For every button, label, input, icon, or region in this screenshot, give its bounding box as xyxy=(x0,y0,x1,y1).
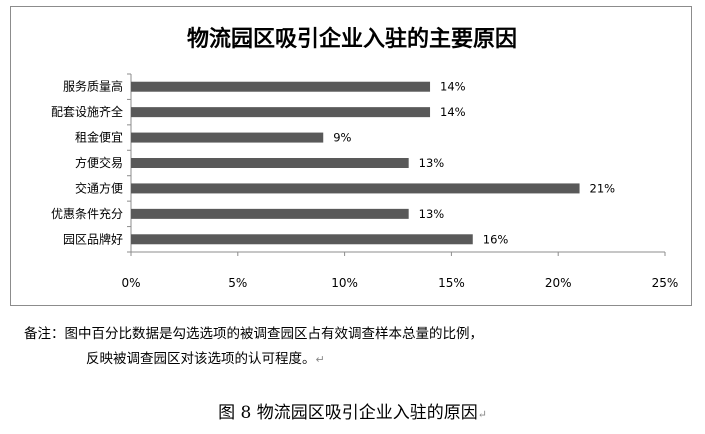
data-label: 13% xyxy=(419,156,445,170)
category-label: 优惠条件充分 xyxy=(51,206,123,221)
bar xyxy=(131,81,431,92)
bar-chart: 物流园区吸引企业入驻的主要原因 服务质量高 14% 配套设施齐全 14% 租金便宜 9% 方… xyxy=(51,26,679,290)
footnote-line-2: 反映被调查园区对该选项的认可程度。 xyxy=(86,351,316,367)
figure-caption-wrap: 图 8 物流园区吸引企业入驻的原因↵ xyxy=(0,398,705,423)
footnote-line-1: 备注：图中百分比数据是勾选选项的被调查园区占有效调查样本总量的比例， xyxy=(24,326,483,342)
bar xyxy=(131,107,431,118)
category-label: 配套设施齐全 xyxy=(51,104,123,119)
paragraph-mark-icon: ↵ xyxy=(477,408,487,421)
data-label: 9% xyxy=(333,131,351,145)
category-label: 租金便宜 xyxy=(75,130,123,145)
bar xyxy=(131,234,473,245)
bar xyxy=(131,132,324,143)
figure-caption: 图 8 物流园区吸引企业入驻的原因 xyxy=(218,403,478,423)
x-tick-label: 10% xyxy=(331,276,358,290)
chart-title: 物流园区吸引企业入驻的主要原因 xyxy=(187,26,517,52)
x-tick-label: 5% xyxy=(228,276,247,290)
category-label: 方便交易 xyxy=(75,155,123,170)
category-label: 服务质量高 xyxy=(63,79,123,94)
footnote-line-2-wrap: 反映被调查园区对该选项的认可程度。↵ xyxy=(24,347,700,372)
bar xyxy=(131,208,409,219)
data-label: 21% xyxy=(590,181,616,195)
data-label: 13% xyxy=(419,207,445,221)
footnote: 备注：图中百分比数据是勾选选项的被调查园区占有效调查样本总量的比例， 反映被调查… xyxy=(24,322,700,372)
data-label: 16% xyxy=(483,232,509,246)
bar xyxy=(131,158,409,168)
data-label: 14% xyxy=(440,80,466,94)
x-tick-label: 25% xyxy=(652,276,679,290)
x-tick-label: 15% xyxy=(438,276,465,290)
category-label: 交通方便 xyxy=(75,180,123,195)
category-label: 园区品牌好 xyxy=(63,232,123,246)
bar xyxy=(131,183,580,194)
plot-area: 服务质量高 14% 配套设施齐全 14% 租金便宜 9% 方便交易 13% 交通方便 21% 优惠条… xyxy=(51,73,679,290)
x-tick-label: 0% xyxy=(121,276,140,290)
paragraph-mark-icon: ↵ xyxy=(315,353,325,366)
x-tick-label: 20% xyxy=(545,276,572,290)
chart-frame: 物流园区吸引企业入驻的主要原因 服务质量高 14% 配套设施齐全 14% 租金便宜 9% 方… xyxy=(10,6,692,306)
data-label: 14% xyxy=(440,105,466,119)
